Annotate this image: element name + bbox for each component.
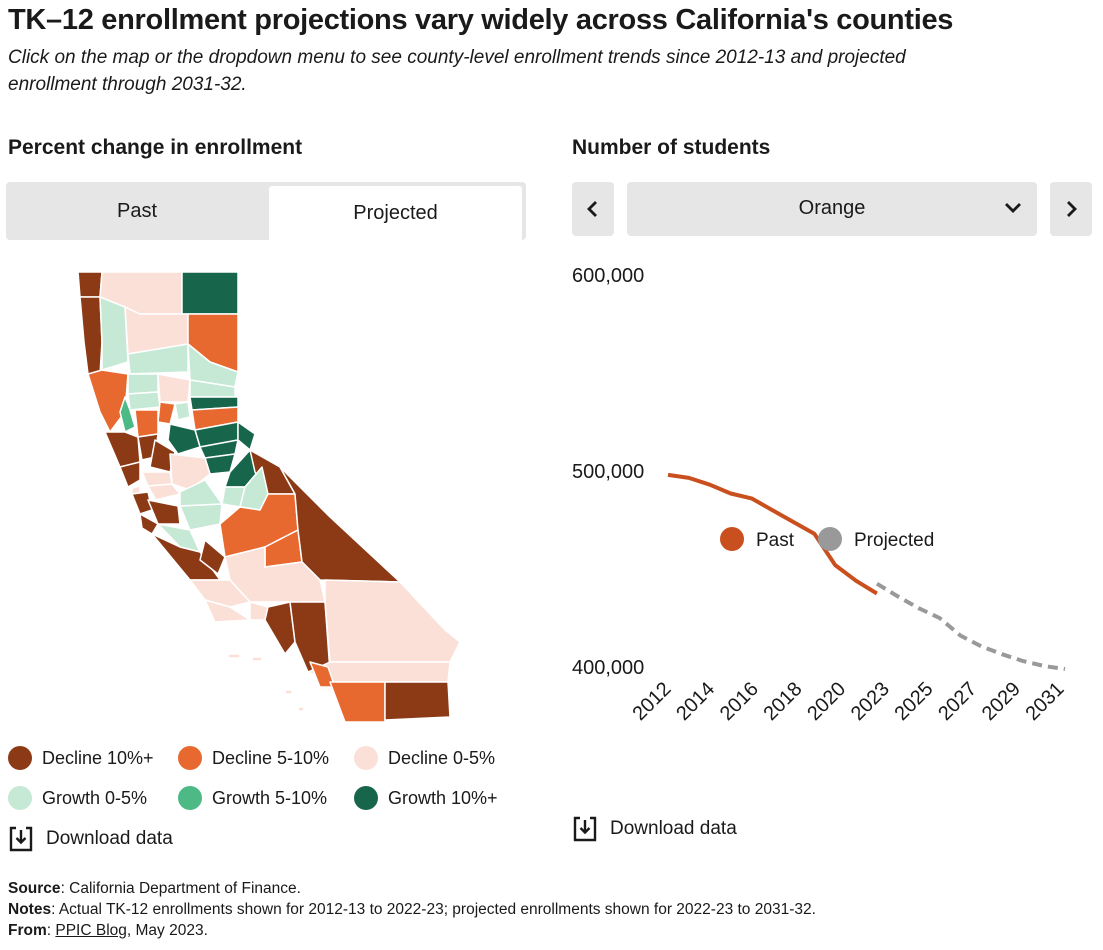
footer-from: From: PPIC Blog, May 2023. (8, 922, 208, 939)
county-los-angeles[interactable] (264, 601, 296, 655)
legend-swatch (8, 786, 32, 810)
x-tick-label: 2029 (978, 678, 1025, 725)
county-select-value: Orange (798, 197, 866, 219)
map-tabs: Past Projected (6, 182, 526, 240)
tab-projected[interactable]: Projected (269, 186, 522, 240)
x-tick-label: 2027 (934, 678, 981, 725)
y-tick-label: 600,000 (572, 265, 644, 287)
county-butte[interactable] (157, 373, 191, 403)
legend-swatch (354, 786, 378, 810)
county-del-norte[interactable] (77, 271, 103, 298)
county-sacramento[interactable] (167, 423, 201, 455)
chevron-down-icon (1005, 203, 1021, 213)
x-tick-label: 2012 (629, 678, 676, 725)
county-modoc[interactable] (181, 271, 239, 315)
x-tick-label: 2014 (672, 678, 719, 725)
page-subtitle: Click on the map or the dropdown menu to… (8, 47, 906, 95)
x-tick-label: 2018 (760, 678, 807, 725)
county-trinity[interactable] (99, 296, 129, 371)
county-plumas[interactable] (187, 343, 239, 388)
county-channel-islands (227, 653, 305, 712)
legend-swatch-past (720, 527, 744, 551)
enrollment-line-chart: 600,000500,000400,0002012201420162018202… (572, 265, 1069, 725)
county-glenn[interactable] (127, 373, 159, 395)
map-heading: Percent change in enrollment (8, 136, 303, 159)
legend-swatch (178, 746, 202, 770)
county-mojave-desert[interactable] (324, 579, 461, 663)
download-icon (9, 826, 33, 852)
legend-label-past: Past (756, 530, 795, 551)
county-lake[interactable] (119, 396, 136, 433)
legend-decline-10: Decline 10%+ (8, 746, 154, 770)
series-line-past (667, 472, 878, 596)
county-sonoma[interactable] (104, 431, 141, 468)
chart-heading: Number of students (572, 136, 771, 159)
legend-growth-10: Growth 10%+ (354, 786, 498, 810)
tab-past[interactable]: Past (116, 199, 158, 222)
county-kings[interactable] (199, 539, 226, 575)
county-santa-clara[interactable] (147, 499, 181, 525)
next-county-button[interactable] (1050, 182, 1092, 236)
county-humboldt[interactable] (79, 296, 103, 375)
legend-swatch-projected (818, 527, 842, 551)
chevron-right-icon (1067, 201, 1077, 217)
legend-swatch (354, 746, 378, 770)
footer-notes-line: Notes: Actual TK-12 enrollments shown fo… (8, 901, 816, 918)
county-alpine[interactable] (237, 421, 256, 451)
county-imperial[interactable] (384, 681, 451, 721)
previous-county-button[interactable] (572, 182, 614, 236)
county-san-diego[interactable] (329, 681, 386, 723)
chevron-left-icon (587, 201, 597, 217)
page-title: TK–12 enrollment projections vary widely… (8, 4, 954, 36)
county-tehama[interactable] (127, 343, 189, 375)
legend-swatch (178, 786, 202, 810)
legend-decline-0-5: Decline 0-5% (354, 746, 495, 770)
county-yolo[interactable] (134, 409, 159, 438)
legend-swatch (8, 746, 32, 770)
county-sutter[interactable] (157, 401, 176, 425)
county-colusa[interactable] (127, 391, 161, 411)
county-select[interactable]: Orange (627, 182, 1037, 236)
county-marin[interactable] (119, 461, 141, 488)
county-yuba[interactable] (174, 401, 191, 421)
y-tick-label: 500,000 (572, 461, 644, 483)
download-icon (573, 816, 597, 842)
legend-growth-5-10: Growth 5-10% (178, 786, 327, 810)
ppic-blog-link[interactable]: PPIC Blog (55, 922, 127, 939)
footer-source: Source: California Department of Finance… (8, 880, 301, 897)
x-tick-label: 2025 (891, 678, 938, 725)
legend-growth-0-5: Growth 0-5% (8, 786, 147, 810)
x-tick-label: 2016 (716, 678, 763, 725)
x-tick-label: 2031 (1022, 678, 1069, 725)
x-tick-label: 2020 (803, 678, 850, 725)
footer-notes: Source: California Department of Finance… (8, 878, 816, 941)
county-alameda[interactable] (147, 483, 181, 501)
legend-label-projected: Projected (854, 530, 934, 551)
county-merced[interactable] (179, 503, 223, 531)
series-line-projected (875, 581, 1066, 671)
y-tick-label: 400,000 (572, 657, 644, 679)
download-chart-data-button[interactable]: Download data (572, 816, 737, 842)
california-county-map[interactable] (40, 262, 480, 732)
x-tick-label: 2023 (847, 678, 894, 725)
download-map-data-button[interactable]: Download data (8, 826, 173, 852)
legend-decline-5-10: Decline 5-10% (178, 746, 329, 770)
